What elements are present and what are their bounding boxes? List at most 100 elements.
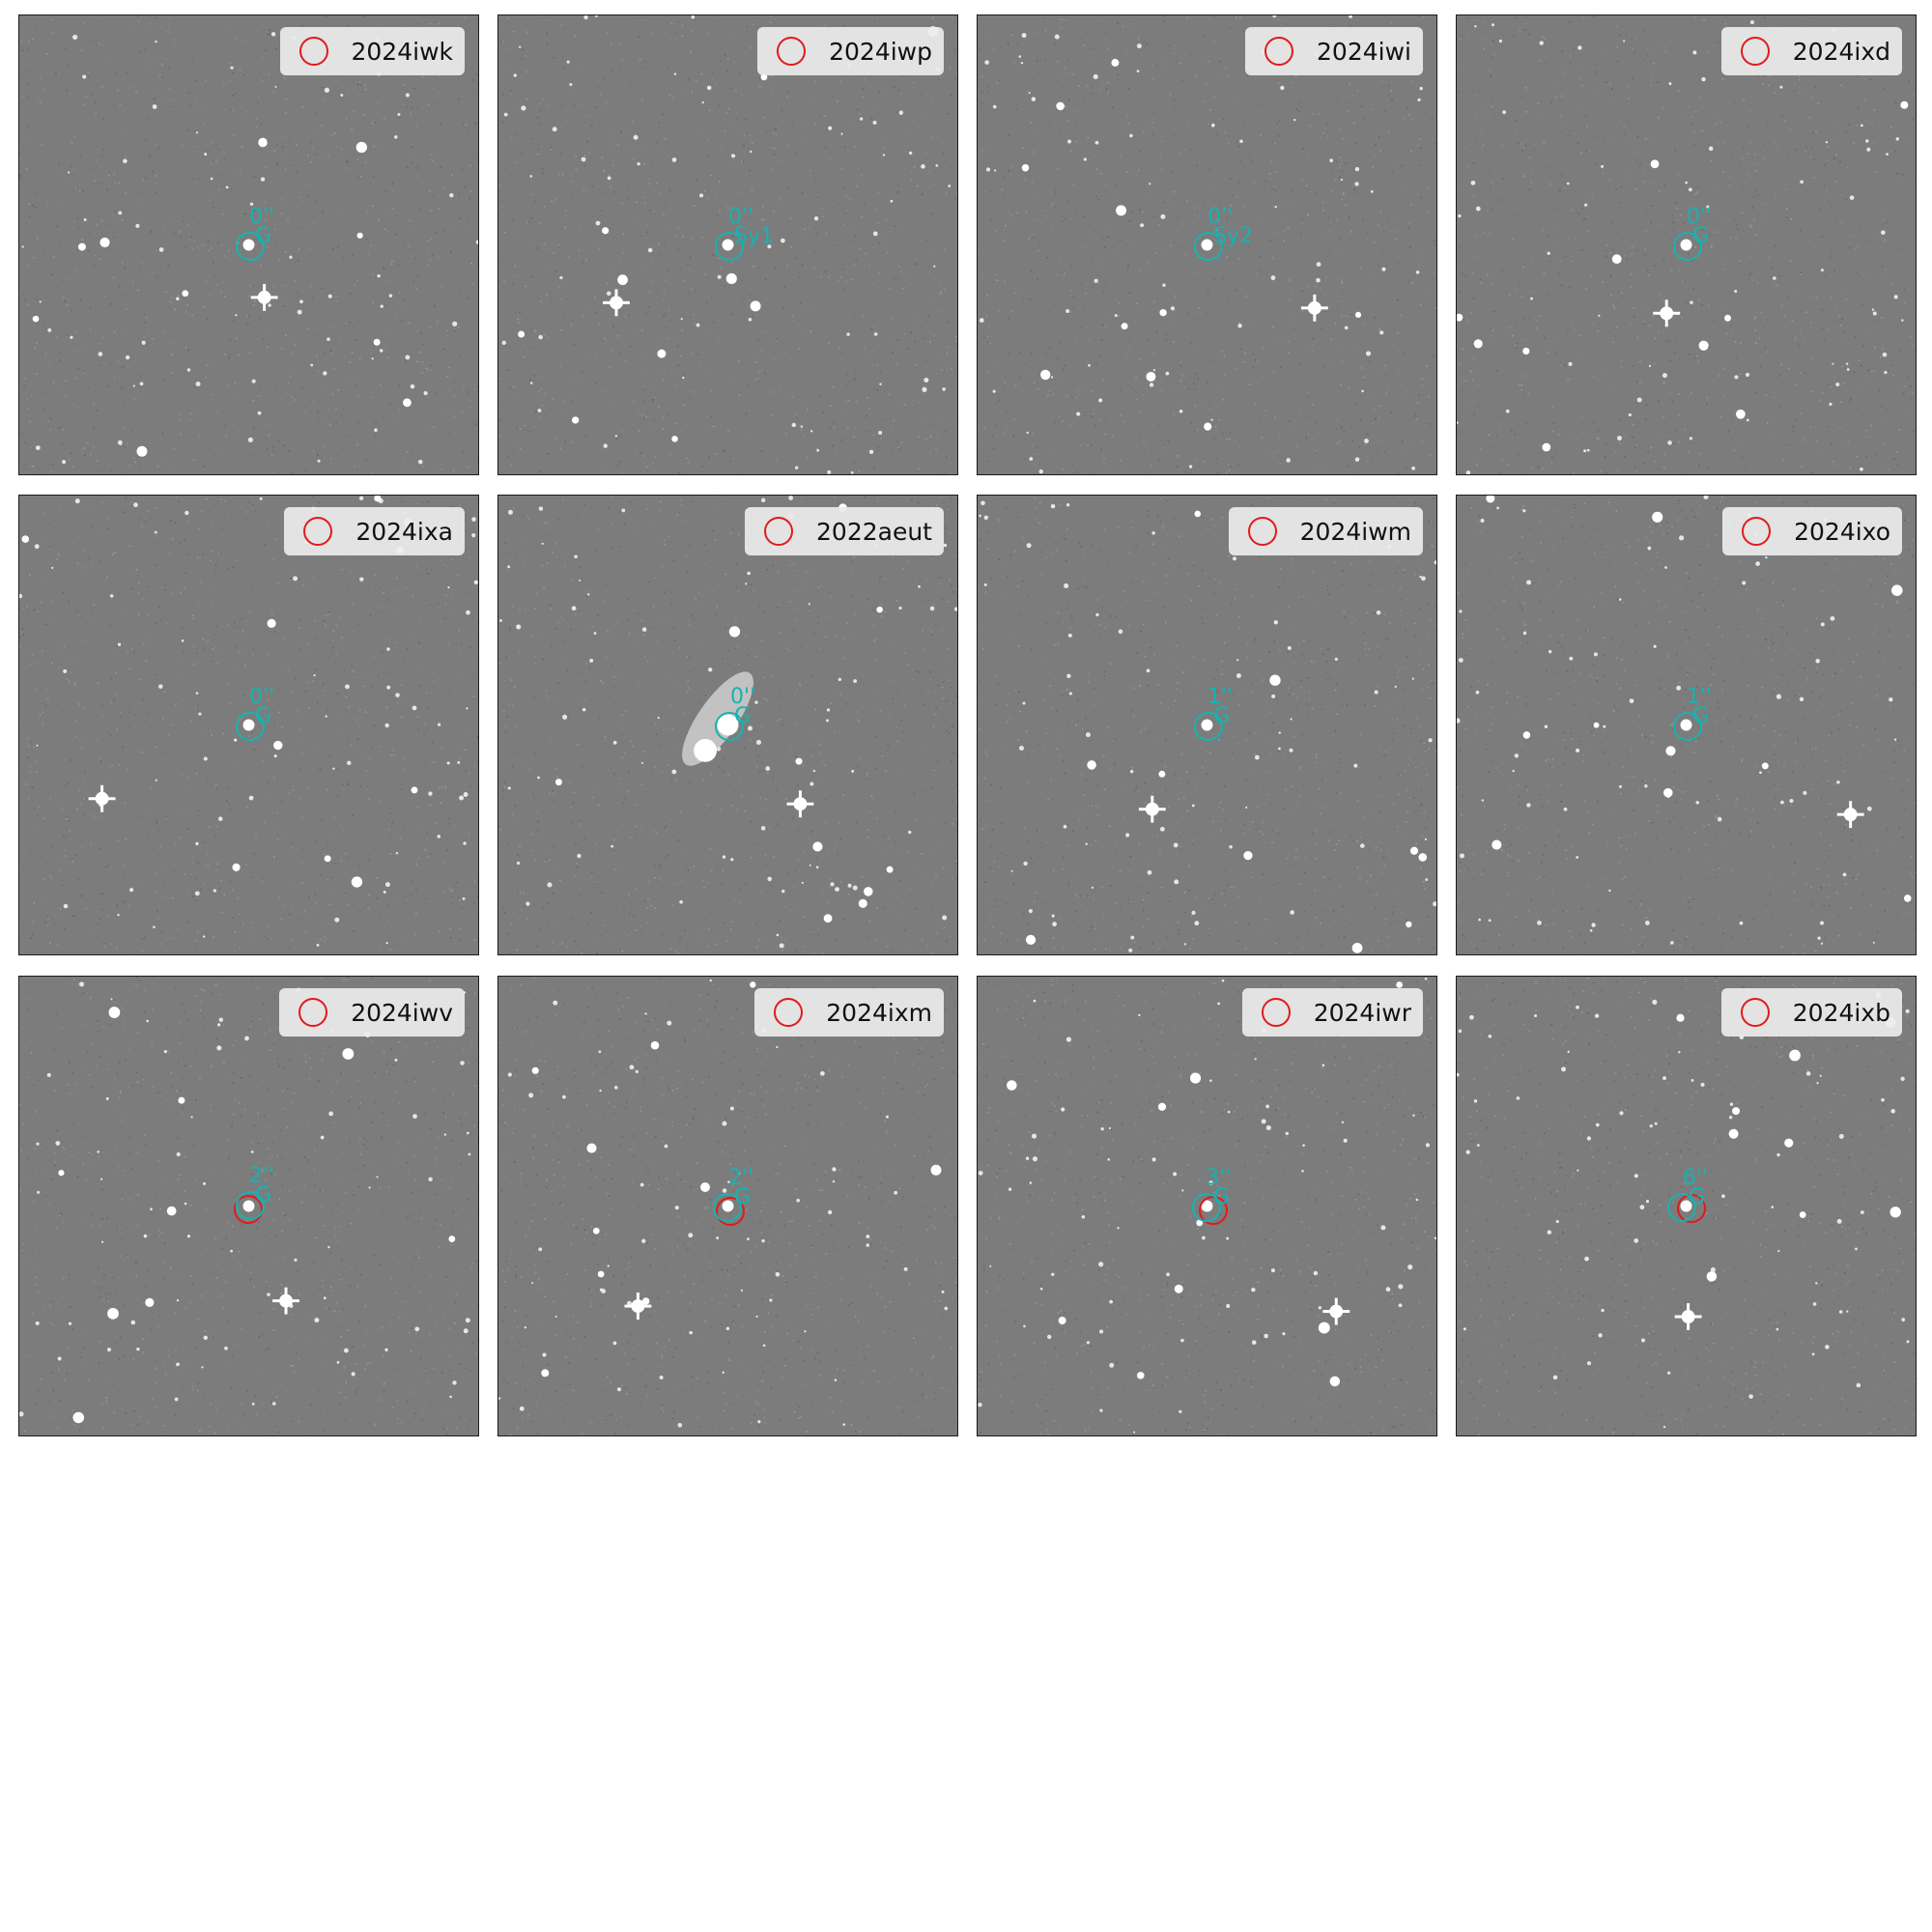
noise-pixel <box>647 390 649 393</box>
noise-pixel <box>681 181 683 184</box>
noise-pixel <box>769 240 772 242</box>
noise-pixel <box>1837 314 1840 317</box>
noise-pixel <box>1351 440 1354 442</box>
noise-pixel <box>1349 95 1351 97</box>
noise-pixel <box>258 317 261 319</box>
noise-pixel <box>554 296 556 298</box>
noise-pixel <box>198 435 201 437</box>
noise-pixel <box>1427 211 1430 213</box>
noise-pixel <box>1414 356 1417 359</box>
noise-pixel <box>1144 323 1146 325</box>
noise-pixel <box>191 409 194 412</box>
noise-pixel <box>309 400 312 403</box>
noise-pixel <box>1574 330 1576 332</box>
noise-pixel <box>695 79 697 82</box>
noise-pixel <box>1624 254 1627 256</box>
noise-pixel <box>1647 450 1649 453</box>
noise-pixel <box>1194 75 1197 78</box>
noise-pixel <box>1284 459 1287 461</box>
faint-star <box>1272 15 1277 18</box>
noise-pixel <box>727 107 730 110</box>
noise-pixel <box>99 165 101 168</box>
noise-pixel <box>217 409 219 411</box>
noise-pixel <box>1693 15 1696 18</box>
bright-star <box>671 436 678 442</box>
noise-pixel <box>834 313 836 316</box>
faint-star <box>125 355 130 360</box>
noise-pixel <box>786 145 788 147</box>
noise-pixel <box>1480 129 1482 132</box>
noise-pixel <box>1251 443 1253 445</box>
noise-pixel <box>464 185 467 188</box>
noise-pixel <box>31 82 34 85</box>
noise-pixel <box>1128 354 1131 356</box>
noise-pixel <box>421 360 424 363</box>
noise-pixel <box>664 313 667 316</box>
noise-pixel <box>78 303 80 306</box>
noise-pixel <box>640 197 643 199</box>
noise-pixel <box>231 424 234 427</box>
noise-pixel <box>594 354 596 355</box>
noise-pixel <box>1093 473 1094 474</box>
noise-pixel <box>543 243 546 245</box>
noise-pixel <box>97 243 99 245</box>
noise-pixel <box>711 71 714 73</box>
noise-pixel <box>1508 327 1511 329</box>
noise-pixel <box>945 456 948 459</box>
noise-pixel <box>574 39 577 42</box>
noise-pixel <box>892 114 894 116</box>
noise-pixel <box>1208 409 1211 411</box>
noise-pixel <box>1301 178 1304 181</box>
noise-pixel <box>1795 384 1797 386</box>
noise-pixel <box>1417 15 1420 18</box>
noise-pixel <box>298 130 300 133</box>
noise-pixel <box>1556 221 1559 224</box>
faint-star <box>340 93 344 97</box>
noise-pixel <box>704 455 706 457</box>
noise-pixel <box>429 259 432 261</box>
noise-pixel <box>867 354 870 355</box>
noise-pixel <box>1082 303 1085 305</box>
noise-pixel <box>1256 272 1258 274</box>
noise-pixel <box>1049 458 1052 460</box>
noise-pixel <box>241 106 243 109</box>
noise-pixel <box>1156 168 1159 170</box>
noise-pixel <box>140 262 143 264</box>
noise-pixel <box>771 414 774 417</box>
noise-pixel <box>1301 218 1304 221</box>
noise-pixel <box>1065 172 1066 175</box>
noise-pixel <box>642 417 645 420</box>
noise-pixel <box>928 170 930 173</box>
noise-pixel <box>610 43 612 45</box>
noise-pixel <box>558 287 560 289</box>
noise-pixel <box>185 311 187 313</box>
noise-pixel <box>99 119 101 121</box>
noise-pixel <box>223 152 225 155</box>
noise-pixel <box>848 303 851 306</box>
noise-pixel <box>745 46 748 49</box>
noise-pixel <box>1233 440 1236 443</box>
noise-pixel <box>1084 307 1087 310</box>
noise-pixel <box>567 267 569 269</box>
noise-pixel <box>1062 420 1064 422</box>
noise-pixel <box>947 346 950 349</box>
noise-pixel <box>650 32 653 35</box>
noise-pixel <box>76 472 79 474</box>
noise-pixel <box>793 213 795 216</box>
noise-pixel <box>1779 242 1782 244</box>
noise-pixel <box>1075 338 1077 340</box>
noise-pixel <box>624 457 627 460</box>
noise-pixel <box>985 461 988 463</box>
noise-pixel <box>1392 193 1395 196</box>
noise-pixel <box>124 267 127 269</box>
noise-pixel <box>370 471 372 474</box>
noise-pixel <box>900 270 903 272</box>
noise-pixel <box>87 386 89 389</box>
noise-pixel <box>1849 401 1851 404</box>
noise-pixel <box>1641 461 1644 464</box>
noise-pixel <box>1277 449 1280 451</box>
noise-pixel <box>1114 367 1117 369</box>
noise-pixel <box>1524 144 1527 147</box>
noise-pixel <box>1710 244 1713 246</box>
noise-pixel <box>1194 431 1196 433</box>
